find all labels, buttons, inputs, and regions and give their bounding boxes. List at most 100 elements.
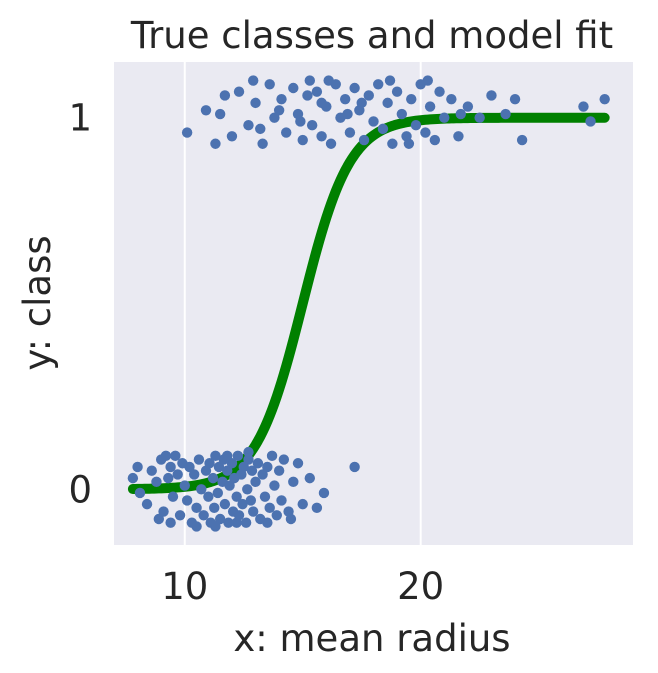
data-point: [420, 127, 431, 138]
data-point: [200, 105, 212, 116]
data-point: [339, 93, 351, 105]
data-point: [203, 491, 214, 502]
data-point: [373, 79, 384, 90]
data-point: [474, 112, 485, 123]
data-point: [262, 517, 273, 528]
data-point: [257, 469, 268, 480]
data-point: [318, 487, 330, 499]
data-point: [516, 134, 528, 146]
data-point: [462, 101, 474, 112]
data-point: [382, 97, 393, 109]
data-point: [356, 97, 367, 109]
data-point: [231, 491, 242, 502]
data-point: [292, 458, 304, 469]
data-point: [424, 101, 436, 112]
data-point: [311, 502, 323, 514]
data-point: [134, 487, 146, 499]
data-point: [193, 454, 205, 465]
data-point: [198, 510, 209, 521]
x-axis-ticks: 10 20: [161, 565, 444, 608]
data-point: [223, 517, 234, 528]
data-point: [349, 461, 360, 473]
data-point: [165, 517, 176, 528]
data-point: [219, 498, 231, 510]
data-point: [302, 90, 313, 101]
data-point: [243, 119, 254, 131]
data-point: [285, 513, 297, 525]
data-point: [243, 446, 254, 458]
data-point: [509, 93, 521, 105]
data-point: [391, 86, 403, 97]
data-point: [204, 458, 215, 469]
data-point: [153, 513, 165, 525]
data-point: [304, 75, 315, 86]
data-point: [237, 498, 248, 510]
chart-title: True classes and model fit: [130, 14, 613, 57]
data-point: [585, 116, 596, 127]
data-point: [238, 461, 249, 473]
data-point: [297, 134, 308, 146]
data-point: [250, 97, 261, 109]
data-point: [344, 127, 356, 138]
data-point: [246, 465, 258, 476]
data-point: [247, 506, 259, 517]
data-point: [240, 517, 252, 528]
data-point: [446, 93, 457, 105]
data-point: [189, 469, 200, 480]
data-point: [179, 480, 190, 491]
data-point: [377, 123, 389, 135]
data-point: [243, 454, 254, 465]
data-point: [578, 101, 589, 112]
data-point: [403, 138, 415, 149]
data-point: [250, 476, 261, 488]
data-point: [170, 450, 181, 462]
data-point: [297, 498, 308, 510]
data-point: [273, 465, 285, 476]
data-point: [172, 469, 183, 480]
data-point: [207, 472, 219, 484]
data-point: [306, 119, 318, 131]
x-axis-label: x: mean radius: [233, 617, 510, 660]
data-point: [209, 502, 220, 514]
data-point: [295, 116, 306, 127]
data-point: [141, 498, 153, 510]
data-point: [167, 491, 179, 502]
data-points: [127, 75, 610, 532]
data-point: [269, 480, 280, 491]
data-point: [252, 458, 264, 469]
data-point: [174, 510, 186, 521]
data-point: [396, 108, 408, 120]
data-point: [323, 75, 334, 86]
data-point: [242, 484, 253, 495]
data-point: [163, 472, 174, 484]
data-point: [271, 510, 282, 521]
data-point: [278, 454, 290, 465]
x-tick-label: 10: [161, 565, 208, 608]
data-point: [455, 108, 466, 120]
data-point: [255, 123, 266, 135]
data-point: [500, 108, 511, 120]
data-point: [288, 82, 299, 94]
y-axis-label: y: class: [16, 235, 59, 370]
data-point: [245, 495, 257, 506]
data-point: [247, 75, 259, 86]
data-point: [127, 472, 139, 484]
data-point: [262, 461, 273, 473]
plot-area: [114, 62, 633, 545]
data-point: [158, 506, 169, 517]
data-point: [146, 465, 157, 476]
data-point: [212, 487, 223, 499]
data-point: [184, 461, 195, 473]
data-point: [226, 131, 238, 142]
data-point: [191, 521, 202, 532]
data-point: [269, 112, 280, 123]
data-point: [422, 75, 433, 86]
data-point: [453, 131, 464, 142]
data-point: [210, 521, 221, 532]
data-point: [387, 138, 398, 149]
data-point: [368, 116, 379, 127]
data-point: [232, 450, 244, 462]
data-point: [210, 138, 221, 149]
data-point: [219, 90, 231, 101]
